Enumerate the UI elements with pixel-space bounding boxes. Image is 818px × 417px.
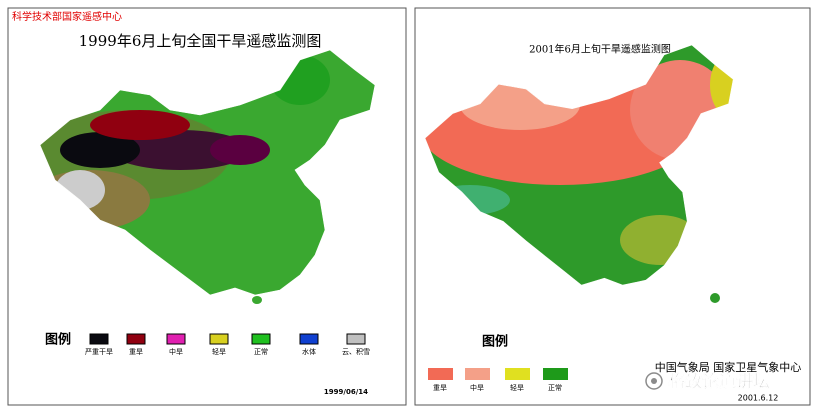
legend-label: 严重干旱 (85, 348, 113, 356)
title: 2001年6月上旬干旱遥感监测图 (529, 43, 671, 56)
legend-title: 图例 (45, 332, 71, 348)
legend-label: 云、积雪 (342, 347, 370, 356)
legend-label: 正常 (548, 383, 562, 392)
legend-label: 重旱 (433, 384, 447, 392)
date: 2001.6.12 (738, 394, 779, 403)
agency: 科学技术部国家遥感中心 (12, 10, 122, 23)
legend-label: 中旱 (169, 347, 183, 356)
legend-label: 轻旱 (510, 383, 524, 392)
legend-title: 图例 (482, 334, 508, 350)
title: 1999年6月上旬全国干旱遥感监测图 (79, 32, 322, 50)
date: 1999/06/14 (324, 388, 368, 396)
agency: 中国气象局 国家卫星气象中心 (655, 360, 802, 374)
watermark: 格致论道讲坛 (645, 371, 770, 392)
legend: 重旱 中旱 轻旱 正常 (428, 368, 568, 392)
legend-label: 轻旱 (212, 347, 226, 356)
legend: 严重干旱 重旱 中旱 轻旱 正常 水体 云、积雪 (85, 333, 370, 356)
legend-label: 正常 (254, 347, 268, 356)
watermark-text: 格致论道讲坛 (668, 371, 770, 392)
legend-label: 中旱 (470, 383, 484, 392)
legend-label: 水体 (302, 347, 316, 356)
legend-label: 重旱 (129, 348, 143, 356)
